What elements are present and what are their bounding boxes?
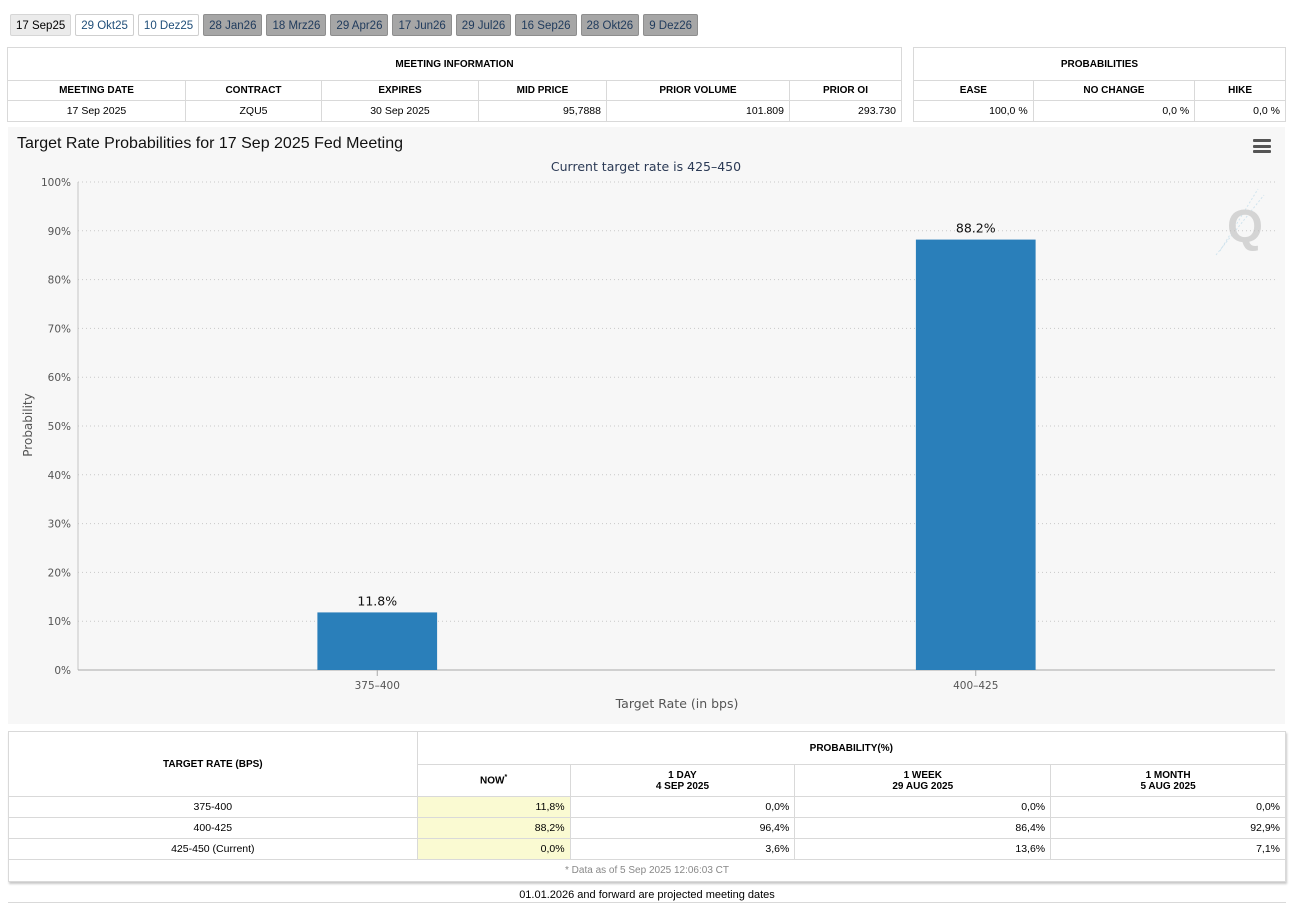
col-meeting-date: MEETING DATE	[7, 80, 186, 101]
gridlines	[77, 181, 1275, 671]
one-month-cell: 92,9%	[1050, 817, 1286, 839]
tab-29-jul26[interactable]: 29 Jul26	[455, 14, 512, 36]
table-row: 100,0 % 0,0 % 0,0 %	[913, 100, 1286, 122]
y-axis-ticks: 0% 10% 20% 30% 40% 50% 60% 70% 80% 90% 100%	[41, 177, 71, 677]
rate-cell: 375-400	[8, 796, 418, 818]
col-ease: EASE	[913, 80, 1034, 101]
x-axis-label: Target Rate (in bps)	[615, 696, 739, 711]
y-tick-label: 0%	[54, 665, 71, 677]
one-week-cell: 13,6%	[794, 838, 1052, 860]
divider	[8, 902, 1286, 903]
tab-9-dez26[interactable]: 9 Dez26	[643, 14, 699, 36]
bars: 11.8% 88.2%	[317, 221, 1036, 671]
y-tick-label: 10%	[48, 616, 71, 628]
y-axis-label: Probability	[21, 393, 35, 456]
col-1-month: 1 MONTH 5 AUG 2025	[1050, 764, 1286, 797]
chart-subtitle: Current target rate is 425–450	[551, 159, 741, 174]
now-cell: 11,8%	[416, 796, 571, 818]
bar-chart: Target Rate Probabilities for 17 Sep 202…	[17, 135, 1275, 711]
col-prior-oi: PRIOR OI	[789, 80, 902, 101]
mid-price-value: 95,7888	[478, 100, 607, 122]
table-row: 425-450 (Current) 0,0% 3,6% 13,6% 7,1%	[8, 838, 1286, 860]
y-tick-label: 60%	[48, 372, 71, 384]
table-row: 400-425 88,2% 96,4% 86,4% 92,9%	[8, 817, 1286, 839]
target-rate-header: TARGET RATE (BPS)	[8, 731, 418, 797]
now-cell: 88,2%	[416, 817, 571, 839]
y-tick-label: 90%	[48, 226, 71, 238]
prior-volume-value: 101.809	[606, 100, 790, 122]
one-month-cell: 0,0%	[1050, 796, 1286, 818]
one-day-cell: 96,4%	[569, 817, 796, 839]
x-tick-label: 400–425	[953, 680, 998, 692]
data-label: 11.8%	[357, 593, 397, 608]
table-row: 17 Sep 2025 ZQU5 30 Sep 2025 95,7888 101…	[7, 100, 902, 122]
table-row: 375-400 11,8% 0,0% 0,0% 0,0%	[8, 796, 1286, 818]
ease-value: 100,0 %	[913, 100, 1034, 122]
tab-18-mrz26[interactable]: 18 Mrz26	[266, 14, 327, 36]
col-hike: HIKE	[1194, 80, 1286, 101]
y-tick-label: 100%	[41, 177, 71, 189]
chart-panel: Target Rate Probabilities for 17 Sep 202…	[8, 127, 1285, 724]
meeting-date-value: 17 Sep 2025	[7, 100, 186, 122]
bar	[915, 239, 1036, 671]
x-tick-label: 375–400	[355, 680, 400, 692]
y-tick-label: 70%	[48, 323, 71, 335]
one-day-cell: 0,0%	[569, 796, 796, 818]
prior-oi-value: 293.730	[789, 100, 902, 122]
tab-17-sep25[interactable]: 17 Sep25	[10, 14, 72, 36]
y-tick-label: 40%	[48, 470, 71, 482]
meeting-date-tabs: 17 Sep25 29 Okt25 10 Dez25 28 Jan26 18 M…	[10, 14, 699, 36]
probability-group-header: PROBABILITY(%)	[416, 731, 1287, 765]
y-tick-label: 80%	[48, 275, 71, 287]
y-tick-label: 30%	[48, 519, 71, 531]
meeting-info-table: MEETING INFORMATION MEETING DATE CONTRAC…	[7, 47, 902, 122]
col-contract: CONTRACT	[185, 80, 322, 101]
tab-28-okt26[interactable]: 28 Okt26	[580, 14, 640, 36]
col-expires: EXPIRES	[321, 80, 479, 101]
one-day-cell: 3,6%	[569, 838, 796, 860]
tab-28-jan26[interactable]: 28 Jan26	[203, 14, 263, 36]
no-change-value: 0,0 %	[1032, 100, 1196, 122]
x-axis-ticks: 375–400 400–425	[355, 670, 998, 692]
one-month-cell: 7,1%	[1050, 838, 1286, 860]
col-1-day: 1 DAY 4 SEP 2025	[569, 764, 796, 797]
logo-watermark-icon: Q	[1215, 188, 1265, 256]
tab-29-okt25[interactable]: 29 Okt25	[75, 14, 134, 36]
data-as-of-footnote: * Data as of 5 Sep 2025 12:06:03 CT	[8, 859, 1286, 882]
hike-value: 0,0 %	[1194, 100, 1286, 122]
tab-16-sep26[interactable]: 16 Sep26	[515, 14, 577, 36]
probabilities-header: PROBABILITIES	[913, 47, 1286, 81]
meeting-info-header: MEETING INFORMATION	[7, 47, 902, 81]
one-week-cell: 86,4%	[794, 817, 1052, 839]
svg-text:Q: Q	[1227, 200, 1263, 252]
tab-17-jun26[interactable]: 17 Jun26	[392, 14, 452, 36]
y-tick-label: 20%	[48, 567, 71, 579]
expires-value: 30 Sep 2025	[321, 100, 479, 122]
col-no-change: NO CHANGE	[1032, 80, 1196, 101]
rate-cell: 425-450 (Current)	[8, 838, 418, 860]
contract-value: ZQU5	[185, 100, 322, 122]
y-tick-label: 50%	[48, 421, 71, 433]
probability-table: TARGET RATE (BPS) PROBABILITY(%) NOW* 1 …	[8, 731, 1287, 882]
col-now: NOW*	[416, 764, 571, 797]
tab-29-apr26[interactable]: 29 Apr26	[330, 14, 389, 36]
one-week-cell: 0,0%	[794, 796, 1052, 818]
chart-title: Target Rate Probabilities for 17 Sep 202…	[17, 135, 403, 152]
tab-10-dez25[interactable]: 10 Dez25	[137, 14, 200, 36]
rate-cell: 400-425	[8, 817, 418, 839]
col-mid-price: MID PRICE	[478, 80, 607, 101]
col-prior-volume: PRIOR VOLUME	[606, 80, 790, 101]
projected-dates-note: 01.01.2026 and forward are projected mee…	[519, 889, 775, 901]
col-1-week: 1 WEEK 29 AUG 2025	[794, 764, 1052, 797]
probabilities-table: PROBABILITIES EASE NO CHANGE HIKE 100,0 …	[913, 47, 1286, 122]
now-cell: 0,0%	[416, 838, 571, 860]
data-label: 88.2%	[956, 221, 996, 236]
chart-menu-icon[interactable]	[1253, 139, 1271, 153]
bar	[317, 612, 438, 670]
